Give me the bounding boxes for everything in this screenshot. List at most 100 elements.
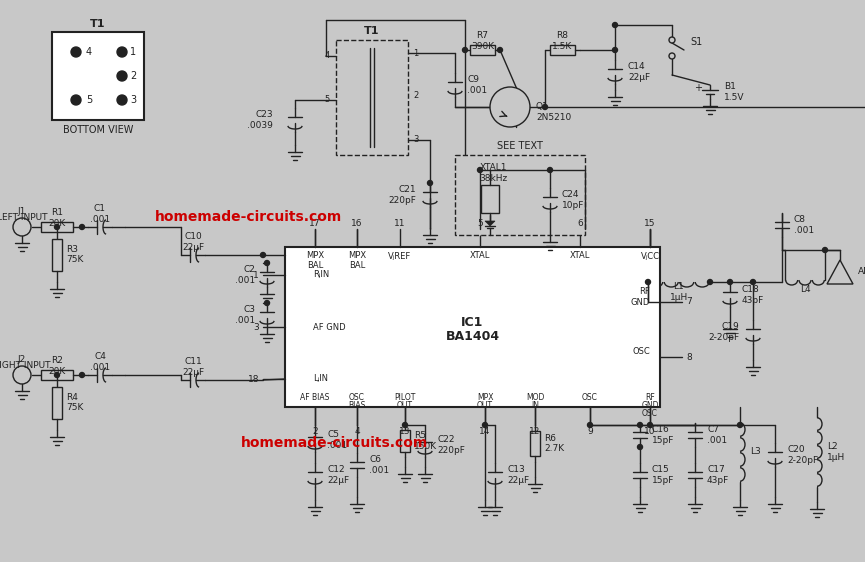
Text: SEE TEXT: SEE TEXT <box>497 141 543 151</box>
Text: homemade-circuits.com: homemade-circuits.com <box>154 210 342 224</box>
Text: C21
220pF: C21 220pF <box>388 185 416 205</box>
Text: C14
22μF: C14 22μF <box>628 62 650 81</box>
Circle shape <box>402 423 407 428</box>
Text: L4: L4 <box>799 285 811 294</box>
Polygon shape <box>827 260 853 284</box>
Text: OSC: OSC <box>632 347 650 356</box>
Circle shape <box>71 47 81 57</box>
Text: 2: 2 <box>130 71 137 81</box>
Text: J2: J2 <box>18 355 26 364</box>
Text: C13
22μF: C13 22μF <box>507 465 529 484</box>
Text: C6
.001: C6 .001 <box>369 455 389 475</box>
Text: C2
.001: C2 .001 <box>235 265 255 285</box>
Text: C9
.001: C9 .001 <box>467 75 487 95</box>
Circle shape <box>427 180 432 185</box>
Text: Q1
2N5210: Q1 2N5210 <box>536 102 571 122</box>
Text: BA1404: BA1404 <box>445 330 500 343</box>
Text: OSC: OSC <box>642 409 658 418</box>
Text: +: + <box>694 83 702 93</box>
Bar <box>336 40 408 155</box>
Text: XTAL1
38kHz: XTAL1 38kHz <box>479 164 507 183</box>
Circle shape <box>13 366 31 384</box>
Text: 9: 9 <box>587 427 593 436</box>
Circle shape <box>708 279 713 284</box>
Circle shape <box>751 279 755 284</box>
Text: OUT: OUT <box>477 401 493 410</box>
Text: C7
.001: C7 .001 <box>707 425 727 445</box>
Text: AF GND: AF GND <box>313 323 346 332</box>
Text: R7
390K: R7 390K <box>471 31 494 51</box>
Text: C17
43pF: C17 43pF <box>707 465 729 484</box>
Text: C1
.001: C1 .001 <box>90 205 110 224</box>
Text: ANTENNA: ANTENNA <box>858 268 865 277</box>
Circle shape <box>727 279 733 284</box>
Circle shape <box>648 423 652 428</box>
Circle shape <box>738 423 742 428</box>
Text: MPX: MPX <box>348 252 366 261</box>
Circle shape <box>80 224 85 229</box>
Polygon shape <box>485 221 495 226</box>
Text: C10
22μF: C10 22μF <box>182 232 204 252</box>
Text: 18: 18 <box>247 374 259 383</box>
Text: IC1: IC1 <box>461 315 484 329</box>
Text: 3: 3 <box>130 95 136 105</box>
Text: 7: 7 <box>686 297 692 306</box>
Text: 2: 2 <box>312 427 317 436</box>
Text: R5
150K: R5 150K <box>414 431 437 451</box>
Text: 6: 6 <box>577 219 583 228</box>
Text: RⱼIN: RⱼIN <box>313 270 330 279</box>
Circle shape <box>265 301 270 306</box>
Text: IN: IN <box>531 401 539 410</box>
Text: BAL: BAL <box>307 261 324 270</box>
Circle shape <box>669 53 675 59</box>
Text: PILOT: PILOT <box>394 392 416 401</box>
Text: S1: S1 <box>690 37 702 47</box>
Circle shape <box>265 261 270 265</box>
Text: C15
15pF: C15 15pF <box>652 465 675 484</box>
Bar <box>52 238 62 270</box>
Text: 5: 5 <box>477 219 483 228</box>
Bar <box>41 222 73 232</box>
Circle shape <box>483 423 488 428</box>
Circle shape <box>477 167 483 173</box>
Text: BIAS: BIAS <box>349 401 366 410</box>
Text: J1: J1 <box>18 206 26 215</box>
Text: RF
GND: RF GND <box>631 287 650 307</box>
Text: C4
.001: C4 .001 <box>90 352 110 371</box>
Circle shape <box>490 87 530 127</box>
Text: XTAL: XTAL <box>570 252 590 261</box>
Text: VⱼCC: VⱼCC <box>640 252 659 261</box>
Text: C12
22μF: C12 22μF <box>327 465 349 484</box>
Text: 14: 14 <box>479 427 490 436</box>
Text: GND: GND <box>641 401 659 410</box>
Text: 3: 3 <box>253 323 259 332</box>
Text: 4: 4 <box>324 52 330 61</box>
Text: C18
43pF: C18 43pF <box>742 285 765 305</box>
Bar <box>52 387 62 419</box>
Text: L1
1μH: L1 1μH <box>670 282 689 302</box>
Text: C24
10pF: C24 10pF <box>562 191 585 210</box>
Text: C3
.001: C3 .001 <box>235 305 255 325</box>
Circle shape <box>823 247 828 252</box>
Circle shape <box>54 224 60 229</box>
Text: 17: 17 <box>310 219 321 228</box>
Text: 1: 1 <box>253 270 259 279</box>
Text: B1
1.5V: B1 1.5V <box>724 82 745 102</box>
Text: R2
20K: R2 20K <box>48 356 66 376</box>
Circle shape <box>669 37 675 43</box>
Circle shape <box>638 445 643 450</box>
Text: OUT: OUT <box>397 401 413 410</box>
Text: LⱼIN: LⱼIN <box>313 374 328 383</box>
Circle shape <box>117 47 127 57</box>
Text: R8
1.5K: R8 1.5K <box>553 31 573 51</box>
Text: 16: 16 <box>351 219 362 228</box>
Text: R6
2.7K: R6 2.7K <box>544 434 564 453</box>
Text: LEFT INPUT: LEFT INPUT <box>0 214 48 223</box>
Circle shape <box>612 22 618 28</box>
Bar <box>530 430 540 456</box>
Text: R1
20K: R1 20K <box>48 209 66 228</box>
Text: C20
2-20pF: C20 2-20pF <box>787 445 818 465</box>
Text: MPX: MPX <box>477 392 493 401</box>
Bar <box>285 247 660 407</box>
Text: L3: L3 <box>750 447 760 456</box>
